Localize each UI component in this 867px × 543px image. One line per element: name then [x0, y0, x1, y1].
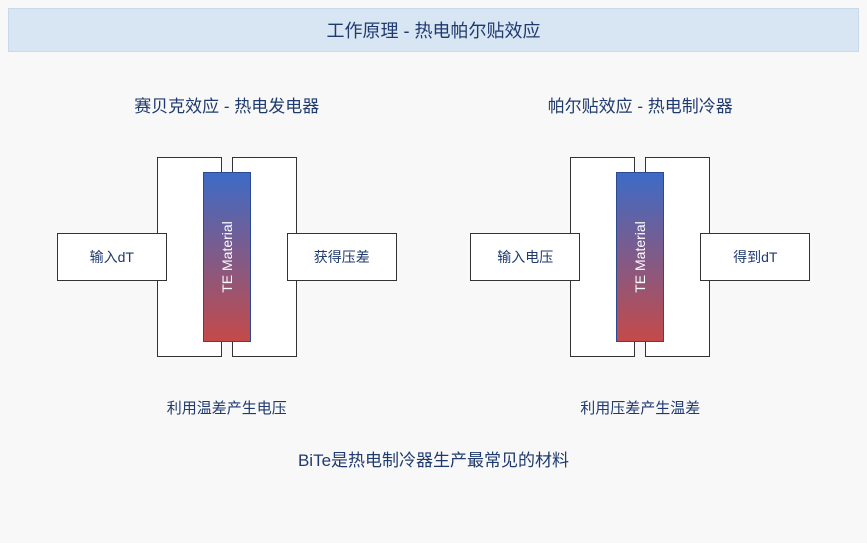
panel-caption: 利用压差产生温差 — [450, 397, 830, 418]
output-box: 获得压差 — [287, 233, 397, 281]
panel-title: 赛贝克效应 - 热电发电器 — [37, 92, 417, 117]
te-material-label: TE Material — [219, 221, 235, 293]
input-box: 输入dT — [57, 233, 167, 281]
output-label: 得到dT — [733, 247, 777, 267]
diagram-seebeck: 输入dT 获得压差 TE Material — [57, 147, 397, 367]
panel-caption: 利用温差产生电压 — [37, 397, 417, 418]
te-material-label: TE Material — [632, 221, 648, 293]
panel-peltier: 帕尔贴效应 - 热电制冷器 输入电压 得到dT TE Material 利用压差… — [450, 92, 830, 418]
panel-seebeck: 赛贝克效应 - 热电发电器 输入dT 获得压差 TE Material 利用温差… — [37, 92, 417, 418]
page-title: 工作原理 - 热电帕尔贴效应 — [327, 17, 541, 43]
input-label: 输入dT — [90, 247, 134, 267]
input-box: 输入电压 — [470, 233, 580, 281]
output-label: 获得压差 — [314, 247, 370, 267]
te-material-bar: TE Material — [616, 172, 664, 342]
input-label: 输入电压 — [497, 247, 553, 267]
title-bar: 工作原理 - 热电帕尔贴效应 — [8, 8, 859, 52]
te-material-bar: TE Material — [203, 172, 251, 342]
panels-row: 赛贝克效应 - 热电发电器 输入dT 获得压差 TE Material 利用温差… — [0, 92, 867, 418]
panel-title: 帕尔贴效应 - 热电制冷器 — [450, 92, 830, 117]
output-box: 得到dT — [700, 233, 810, 281]
footer-note: BiTe是热电制冷器生产最常见的材料 — [0, 446, 867, 471]
diagram-peltier: 输入电压 得到dT TE Material — [470, 147, 810, 367]
